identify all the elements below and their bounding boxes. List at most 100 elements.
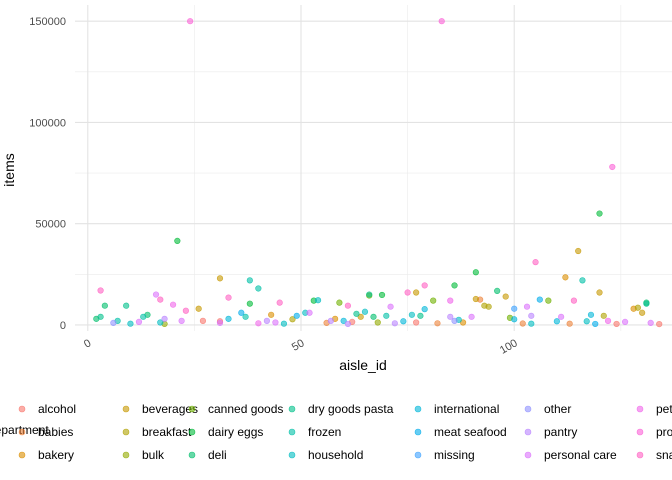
data-point [169,301,177,308]
legend-title: department [0,423,49,437]
data-point [562,274,569,281]
y-tick-label: 0 [60,320,66,332]
data-point [272,319,279,326]
data-point [528,320,535,327]
data-point [404,289,411,296]
legend-label: bulk [142,448,165,462]
legend-label: pets [656,402,672,416]
data-point [417,312,424,319]
data-point [174,237,181,244]
data-point [413,289,420,296]
data-point [451,317,458,324]
legend-key [122,428,130,436]
data-point [391,320,398,327]
data-point [152,291,160,298]
legend-key [288,405,296,413]
data-point [634,304,641,311]
data-point [596,289,603,296]
data-point [532,259,539,266]
data-point [178,317,185,324]
data-point [306,309,313,316]
x-tick-label: 0 [82,337,93,350]
legend-key [18,428,26,436]
data-point [123,302,130,309]
data-point [378,291,386,299]
legend-key [414,428,422,436]
data-point [238,309,245,316]
data-point [566,320,573,327]
x-axis-tick-labels: 0 50 100 [82,337,520,357]
data-point [255,320,262,327]
data-point [225,294,232,301]
legend-label: breakfast [142,425,192,439]
legend-label: frozen [308,425,341,439]
data-point [327,317,334,324]
legend-key [122,451,130,459]
data-point [344,320,352,328]
data-point [255,285,262,292]
legend-key [636,428,644,436]
data-point [596,210,603,217]
data-point [434,320,441,327]
data-point [447,297,454,304]
x-tick-label: 100 [498,337,520,357]
legend-label: meat seafood [434,425,507,439]
data-point [647,319,654,327]
data-point [110,319,117,327]
data-point [97,287,104,294]
legend-label: canned goods [208,402,283,416]
legend-key [524,405,532,413]
data-point [558,313,565,320]
data-point [609,163,616,171]
data-point [621,318,629,325]
legend-label: bakery [38,448,74,462]
data-point [643,300,650,307]
data-point [216,275,224,282]
data-point [157,296,164,303]
data-point [344,302,352,309]
data-point [161,315,168,322]
legend-key [122,405,130,413]
data-point [570,297,578,304]
legend-label: pantry [544,425,577,439]
legend: department alcohol babies bakery beverages b… [0,402,672,462]
y-tick-label: 150000 [29,16,66,28]
data-point [268,311,275,318]
data-point [413,319,420,326]
data-point [276,299,283,306]
data-point [575,247,582,255]
data-point [293,312,300,319]
data-point [187,18,194,25]
legend-key [524,451,532,459]
legend-key [188,451,196,459]
y-tick-label: 100000 [29,117,66,129]
data-point [485,303,492,310]
legend-label: alcohol [38,402,76,416]
data-point [553,318,560,325]
data-point [421,282,428,289]
data-point [280,320,288,327]
legend-key [18,405,26,413]
data-point [135,318,143,325]
data-point [528,312,535,319]
y-tick-label: 50000 [35,219,66,231]
legend-key [636,451,644,459]
legend-key [414,405,422,413]
data-point [523,303,531,310]
legend-label: snacks [656,448,672,462]
legend-label: beverages [142,402,198,416]
data-point [583,318,590,325]
data-point [289,316,296,323]
legend-key [188,428,196,436]
data-point [387,303,394,310]
data-point [536,296,543,303]
data-point [587,311,595,318]
legend-label: dry goods pasta [308,402,394,416]
data-point [472,295,479,303]
data-point [579,277,586,284]
legend-label: personal care [544,448,617,462]
data-point [97,313,104,320]
legend-label: missing [434,448,475,462]
data-point [366,291,373,298]
legend-label: produce [656,425,672,439]
